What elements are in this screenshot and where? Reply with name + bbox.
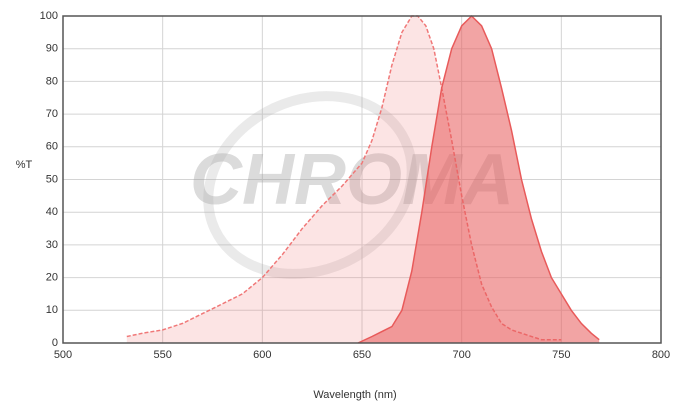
y-tick-label: 10: [46, 304, 58, 316]
y-tick-label: 90: [46, 43, 58, 55]
y-tick-label: 60: [46, 141, 58, 153]
y-tick-label: 0: [52, 337, 58, 349]
y-tick-label: 50: [46, 173, 58, 185]
x-tick-label: 600: [253, 349, 271, 361]
x-axis-label: Wavelength (nm): [313, 389, 396, 401]
x-tick-label: 650: [353, 349, 371, 361]
y-tick-label: 80: [46, 75, 58, 87]
y-tick-label: 70: [46, 108, 58, 120]
watermark-swoosh: [203, 91, 417, 279]
spectrum-line: [126, 15, 562, 341]
x-tick-label: 750: [552, 349, 570, 361]
x-tick-label: 700: [452, 349, 470, 361]
y-axis-label: %T: [16, 159, 33, 171]
y-tick-label: 100: [40, 10, 58, 22]
y-tick-label: 20: [46, 272, 58, 284]
x-tick-label: 800: [652, 349, 670, 361]
y-tick-label: 30: [46, 239, 58, 251]
y-tick-label: 40: [46, 206, 58, 218]
x-tick-label: 550: [153, 349, 171, 361]
spectrum-line: [357, 14, 600, 344]
area-fill: [358, 16, 600, 343]
x-tick-label: 500: [54, 349, 72, 361]
plot-border: [62, 15, 662, 344]
